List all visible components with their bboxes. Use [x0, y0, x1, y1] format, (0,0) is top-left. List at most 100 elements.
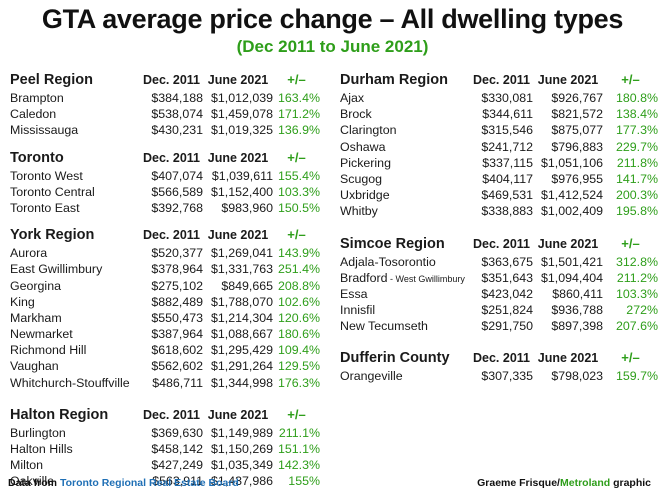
price-dec-2011: $392,768: [151, 200, 203, 215]
region-header-row: Toronto Dec. 2011 June 2021 +/–: [10, 148, 320, 168]
region-block: Toronto Dec. 2011 June 2021 +/– Toronto West…: [10, 148, 320, 217]
price-june-2021: $1,295,429: [210, 343, 273, 358]
price-june-2021: $849,665: [221, 278, 273, 293]
table-row: Halton Hills $458,142 $1,150,269 151.1%: [10, 441, 320, 457]
col-header-pct: +/–: [621, 235, 640, 251]
price-dec-2011: $550,473: [151, 310, 203, 325]
municipality-cell: Georgina: [10, 278, 140, 294]
col-header-pct: +/–: [287, 227, 306, 243]
municipality-cell: Whitby: [340, 203, 470, 219]
table-row: Bradford - West Gwillimbury $351,643 $1,09…: [340, 270, 658, 286]
price-dec-2011: $404,117: [482, 171, 533, 186]
page-subtitle: (Dec 2011 to June 2021): [236, 37, 429, 56]
table-row: Whitchurch-Stouffville $486,711 $1,344,998…: [10, 375, 320, 391]
municipality-name: Toronto Central: [10, 184, 95, 199]
percent-change: 312.8%: [615, 254, 658, 269]
table-row: Markham $550,473 $1,214,304 120.6%: [10, 310, 320, 326]
price-june-2021: $1,039,611: [211, 168, 273, 183]
price-dec-2011: $430,231: [151, 123, 203, 138]
percent-change: 120.6%: [277, 310, 320, 325]
municipality-name: Whitby: [340, 204, 378, 219]
region-block: Peel Region Dec. 2011 June 2021 +/– Brampton…: [10, 70, 320, 139]
price-june-2021: $798,023: [551, 369, 603, 384]
price-dec-2011: $337,115: [482, 155, 533, 170]
percent-change: 150.5%: [277, 200, 320, 215]
region-header-row: Durham Region Dec. 2011 June 2021 +/–: [340, 70, 658, 90]
col-header-dec: Dec. 2011: [143, 228, 200, 243]
municipality-cell: Brampton: [10, 90, 140, 106]
price-june-2021: $1,150,269: [210, 442, 273, 456]
percent-change: 200.3%: [615, 188, 658, 203]
price-june-2021: $1,459,078: [210, 107, 273, 122]
price-june-2021: $1,412,524: [540, 188, 603, 203]
percent-change: 138.4%: [615, 107, 658, 122]
graphic-suffix: graphic: [610, 477, 651, 489]
table-row: Ajax $330,081 $926,767 180.8%: [340, 90, 658, 106]
source-credit: Data from Toronto Regional Real Estate B…: [8, 477, 239, 489]
percent-change: 155.4%: [277, 168, 320, 183]
col-header-jun: June 2021: [207, 228, 269, 243]
municipality-name: Halton Hills: [10, 442, 73, 456]
price-dec-2011: $882,489: [151, 294, 203, 309]
region-header-row: Peel Region Dec. 2011 June 2021 +/–: [10, 70, 320, 90]
table-row: King $882,489 $1,788,070 102.6%: [10, 294, 320, 310]
region-block: Simcoe Region Dec. 2011 June 2021 +/– Adjala…: [340, 234, 658, 335]
percent-change: 102.6%: [277, 294, 320, 309]
municipality-name: Mississauga: [10, 123, 79, 138]
percent-change: 195.8%: [615, 204, 658, 219]
municipality-cell: Aurora: [10, 245, 140, 261]
municipality-name: Toronto East: [10, 200, 80, 215]
price-dec-2011: $344,611: [482, 107, 533, 122]
municipality-cell: Essa: [340, 286, 470, 302]
price-june-2021: $1,002,409: [540, 204, 603, 219]
price-dec-2011: $251,824: [481, 303, 533, 318]
table-row: Caledon $538,074 $1,459,078 171.2%: [10, 106, 320, 122]
col-header-dec: Dec. 2011: [143, 73, 200, 87]
table-row: Georgina $275,102 $849,665 208.8%: [10, 278, 320, 294]
price-dec-2011: $520,377: [151, 246, 203, 261]
municipality-cell: Oshawa: [340, 139, 470, 155]
price-june-2021: $926,767: [551, 91, 603, 105]
table-row: Brock $344,611 $821,572 138.4%: [340, 106, 658, 122]
col-header-pct: +/–: [287, 406, 306, 422]
percent-change: 155%: [288, 474, 320, 489]
municipality-name: East Gwillimbury: [10, 262, 103, 277]
col-header-dec: Dec. 2011: [473, 351, 530, 366]
price-dec-2011: $469,531: [481, 188, 533, 203]
price-dec-2011: $338,883: [481, 204, 533, 219]
price-june-2021: $936,788: [551, 303, 603, 318]
col-header-pct: +/–: [287, 149, 306, 165]
table-row: Newmarket $387,964 $1,088,667 180.6%: [10, 326, 320, 342]
price-dec-2011: $369,630: [151, 425, 203, 440]
table-row: Toronto West $407,074 $1,039,611 155.4%: [10, 168, 320, 184]
percent-change: 177.3%: [615, 123, 658, 138]
region-name: Durham Region: [340, 72, 448, 88]
region-name: Dufferin County: [340, 350, 450, 367]
municipality-name: Pickering: [340, 155, 391, 170]
price-june-2021: $1,019,325: [210, 123, 273, 138]
price-dec-2011: $351,643: [481, 270, 533, 285]
table-row: Brampton $384,188 $1,012,039 163.4%: [10, 90, 320, 106]
municipality-name: Oakville: [10, 474, 55, 489]
municipality-cell: Richmond Hill: [10, 342, 140, 358]
municipality-cell: East Gwillimbury: [10, 261, 140, 277]
price-june-2021: $1,291,264: [210, 359, 273, 374]
municipality-cell: Scugog: [340, 171, 470, 187]
price-june-2021: $1,094,404: [540, 270, 603, 285]
municipality-cell: Halton Hills: [10, 441, 140, 457]
percent-change: 103.3%: [277, 184, 320, 199]
municipality-name: Uxbridge: [340, 188, 390, 203]
price-june-2021: $1,269,041: [210, 246, 273, 261]
table-row: Uxbridge $469,531 $1,412,524 200.3%: [340, 187, 658, 203]
price-june-2021: $1,344,998: [210, 375, 273, 390]
region-block: York Region Dec. 2011 June 2021 +/– Aurora $5…: [10, 225, 320, 391]
region-header-row: Dufferin County Dec. 2011 June 2021 +/–: [340, 348, 658, 368]
price-dec-2011: $427,249: [151, 458, 203, 473]
municipality-cell: Milton: [10, 457, 140, 473]
author-name: Graeme Frisque/: [477, 477, 560, 489]
price-dec-2011: $407,074: [151, 168, 203, 183]
percent-change: 211.1%: [278, 425, 320, 440]
table-row: Orangeville $307,335 $798,023 159.7%: [340, 368, 658, 384]
table-row: Oshawa $241,712 $796,883 229.7%: [340, 139, 658, 155]
price-dec-2011: $275,102: [151, 278, 203, 293]
